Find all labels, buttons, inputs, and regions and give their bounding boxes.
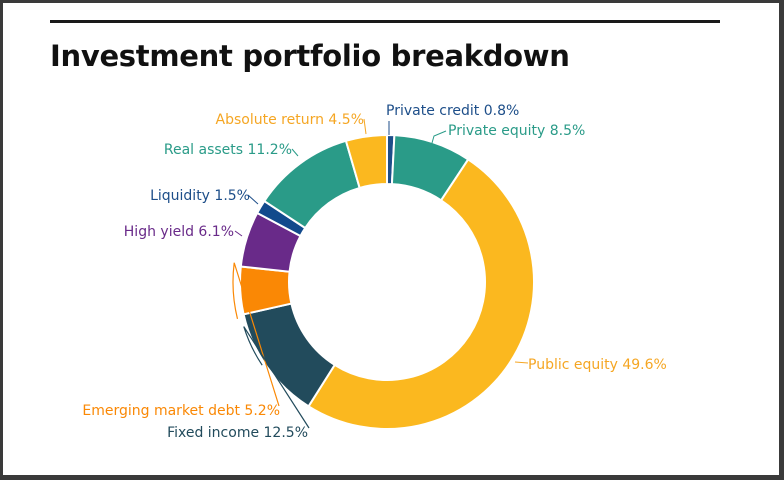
slice-absolute-return <box>344 133 388 190</box>
leader-line-absolute-return <box>363 118 367 135</box>
slice-public-equity <box>307 158 535 430</box>
label-private-equity: Private equity 8.5% <box>448 123 585 139</box>
leader-line-private-equity <box>431 130 447 144</box>
leader-line-high-yield <box>234 230 243 237</box>
leader-line-liquidity <box>247 194 259 205</box>
leader-line-real-assets <box>291 148 299 157</box>
title-rule <box>50 20 720 23</box>
label-high-yield: High yield 6.1% <box>124 224 234 240</box>
label-emerging-market-debt: Emerging market debt 5.2% <box>82 403 280 419</box>
label-fixed-income: Fixed income 12.5% <box>167 425 308 441</box>
label-real-assets: Real assets 11.2% <box>164 142 292 158</box>
chart-title: Investment portfolio breakdown <box>50 39 570 73</box>
label-liquidity: Liquidity 1.5% <box>150 188 250 204</box>
label-public-equity: Public equity 49.6% <box>528 357 667 373</box>
leader-line-public-equity <box>514 361 529 364</box>
bracket-emerging-market-debt <box>232 262 280 407</box>
bracket-fixed-income <box>243 326 310 429</box>
label-absolute-return: Absolute return 4.5% <box>216 112 364 128</box>
label-private-credit: Private credit 0.8% <box>386 103 519 119</box>
